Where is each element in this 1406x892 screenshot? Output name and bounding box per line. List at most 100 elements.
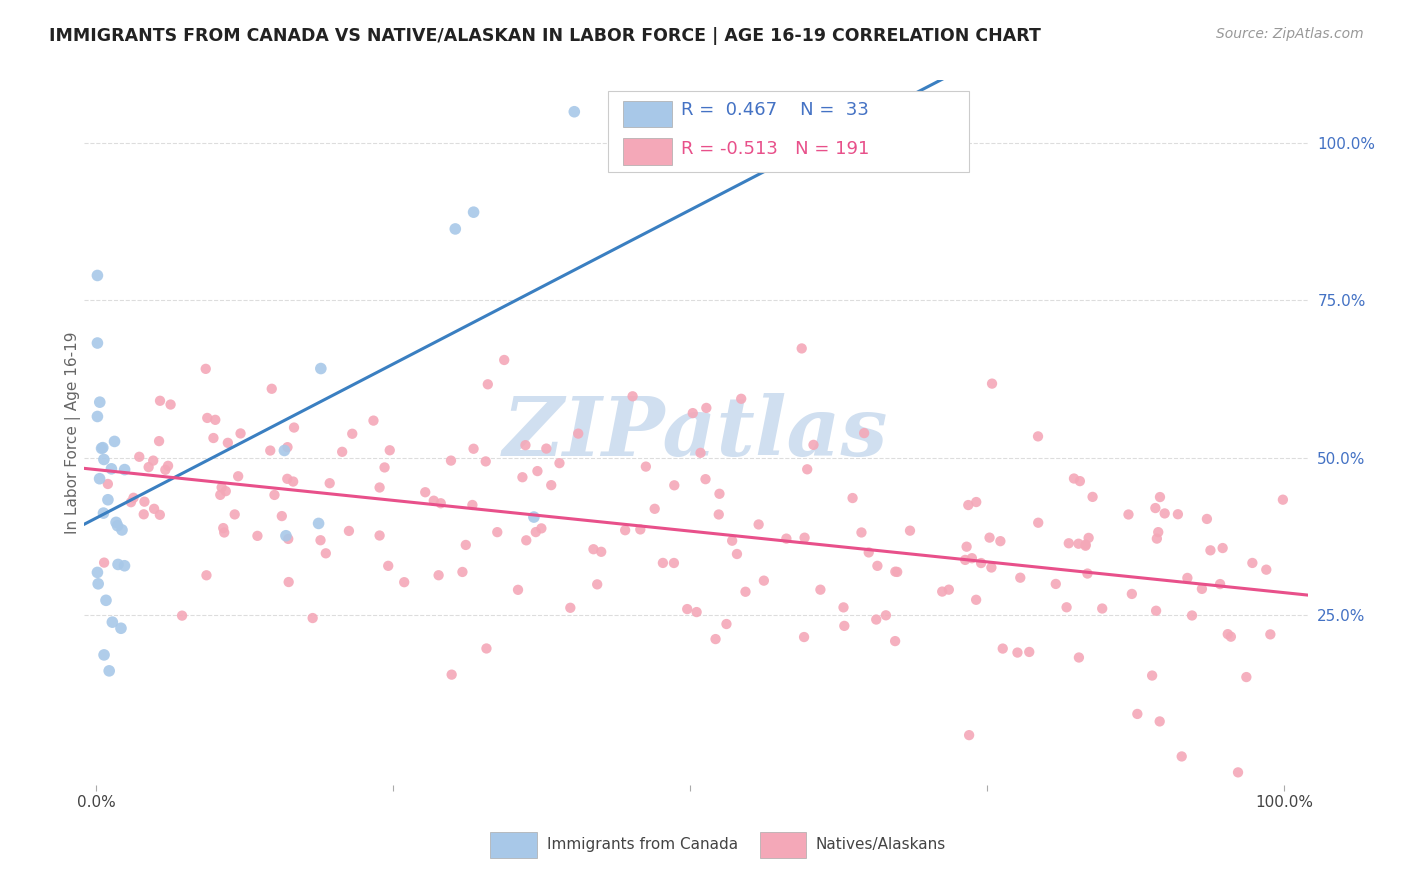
Point xyxy=(1147,525,1170,540)
Point xyxy=(515,533,537,548)
Point xyxy=(524,524,547,539)
Point xyxy=(664,478,686,492)
Point xyxy=(1167,508,1189,522)
Point xyxy=(1149,490,1171,504)
Point xyxy=(224,508,246,522)
Text: Immigrants from Canada: Immigrants from Canada xyxy=(547,838,738,853)
Point xyxy=(128,450,150,464)
Point xyxy=(560,600,582,615)
Point xyxy=(315,546,337,560)
Point xyxy=(512,470,534,484)
Point xyxy=(454,538,477,552)
Point xyxy=(170,608,193,623)
Point xyxy=(851,525,873,540)
Point xyxy=(938,582,960,597)
Point xyxy=(215,484,238,499)
Point xyxy=(461,498,484,512)
Point xyxy=(614,523,637,537)
Point xyxy=(662,556,685,570)
Point xyxy=(548,456,571,470)
Point xyxy=(810,582,832,597)
Point xyxy=(1045,577,1067,591)
Point xyxy=(134,494,156,508)
Point xyxy=(1181,608,1204,623)
Point xyxy=(494,353,516,368)
Point xyxy=(709,487,731,501)
Point xyxy=(1153,507,1175,521)
FancyBboxPatch shape xyxy=(759,832,806,857)
Point xyxy=(263,488,285,502)
Point xyxy=(149,508,172,522)
Point xyxy=(122,491,145,505)
Point xyxy=(853,426,876,441)
Point xyxy=(1177,571,1199,585)
Point xyxy=(796,462,818,476)
Point xyxy=(621,389,644,403)
Point xyxy=(114,462,136,476)
Point xyxy=(1067,650,1090,665)
Point xyxy=(953,553,976,567)
Point xyxy=(530,521,553,535)
Point xyxy=(970,556,993,570)
Point xyxy=(308,516,330,531)
Point xyxy=(276,440,298,454)
Point xyxy=(834,619,856,633)
Point xyxy=(704,632,727,646)
Point xyxy=(1209,577,1232,591)
Point xyxy=(283,420,305,434)
Point xyxy=(309,361,332,376)
Point xyxy=(775,532,797,546)
Point xyxy=(865,613,887,627)
Point xyxy=(793,630,815,644)
Point xyxy=(886,565,908,579)
Point xyxy=(110,621,132,635)
Point xyxy=(707,508,730,522)
Point xyxy=(1149,714,1171,729)
Point xyxy=(330,445,353,459)
Point xyxy=(506,582,529,597)
Point xyxy=(120,495,142,509)
Point xyxy=(463,442,485,456)
Point xyxy=(86,409,108,424)
FancyBboxPatch shape xyxy=(607,91,969,172)
Point xyxy=(591,545,613,559)
FancyBboxPatch shape xyxy=(623,101,672,128)
Point xyxy=(634,459,657,474)
Point xyxy=(159,398,181,412)
Text: Source: ZipAtlas.com: Source: ZipAtlas.com xyxy=(1216,27,1364,41)
Point xyxy=(97,492,120,507)
Point xyxy=(689,446,711,460)
Point xyxy=(1074,538,1097,552)
Point xyxy=(142,453,165,467)
Point xyxy=(217,435,239,450)
Point xyxy=(1091,601,1114,615)
Point xyxy=(423,493,446,508)
Point xyxy=(86,566,108,580)
Point xyxy=(682,406,704,420)
Point xyxy=(685,605,707,619)
Point xyxy=(101,615,124,629)
Point xyxy=(89,472,111,486)
Point xyxy=(148,434,170,449)
Point xyxy=(721,533,744,548)
Point xyxy=(1199,543,1222,558)
Point xyxy=(429,496,451,510)
Point xyxy=(138,460,160,475)
Point xyxy=(790,342,813,356)
Point xyxy=(86,268,108,283)
Point xyxy=(1256,563,1278,577)
Point xyxy=(114,558,136,573)
Point xyxy=(143,501,166,516)
Point xyxy=(107,518,129,533)
Point xyxy=(91,441,114,455)
Point xyxy=(734,584,756,599)
Point xyxy=(979,531,1001,545)
Point xyxy=(586,577,609,591)
Point xyxy=(89,395,111,409)
Point xyxy=(259,443,281,458)
Point xyxy=(274,529,297,543)
Point xyxy=(1241,556,1264,570)
Point xyxy=(283,475,305,489)
Point xyxy=(209,488,232,502)
Point xyxy=(1026,516,1049,530)
